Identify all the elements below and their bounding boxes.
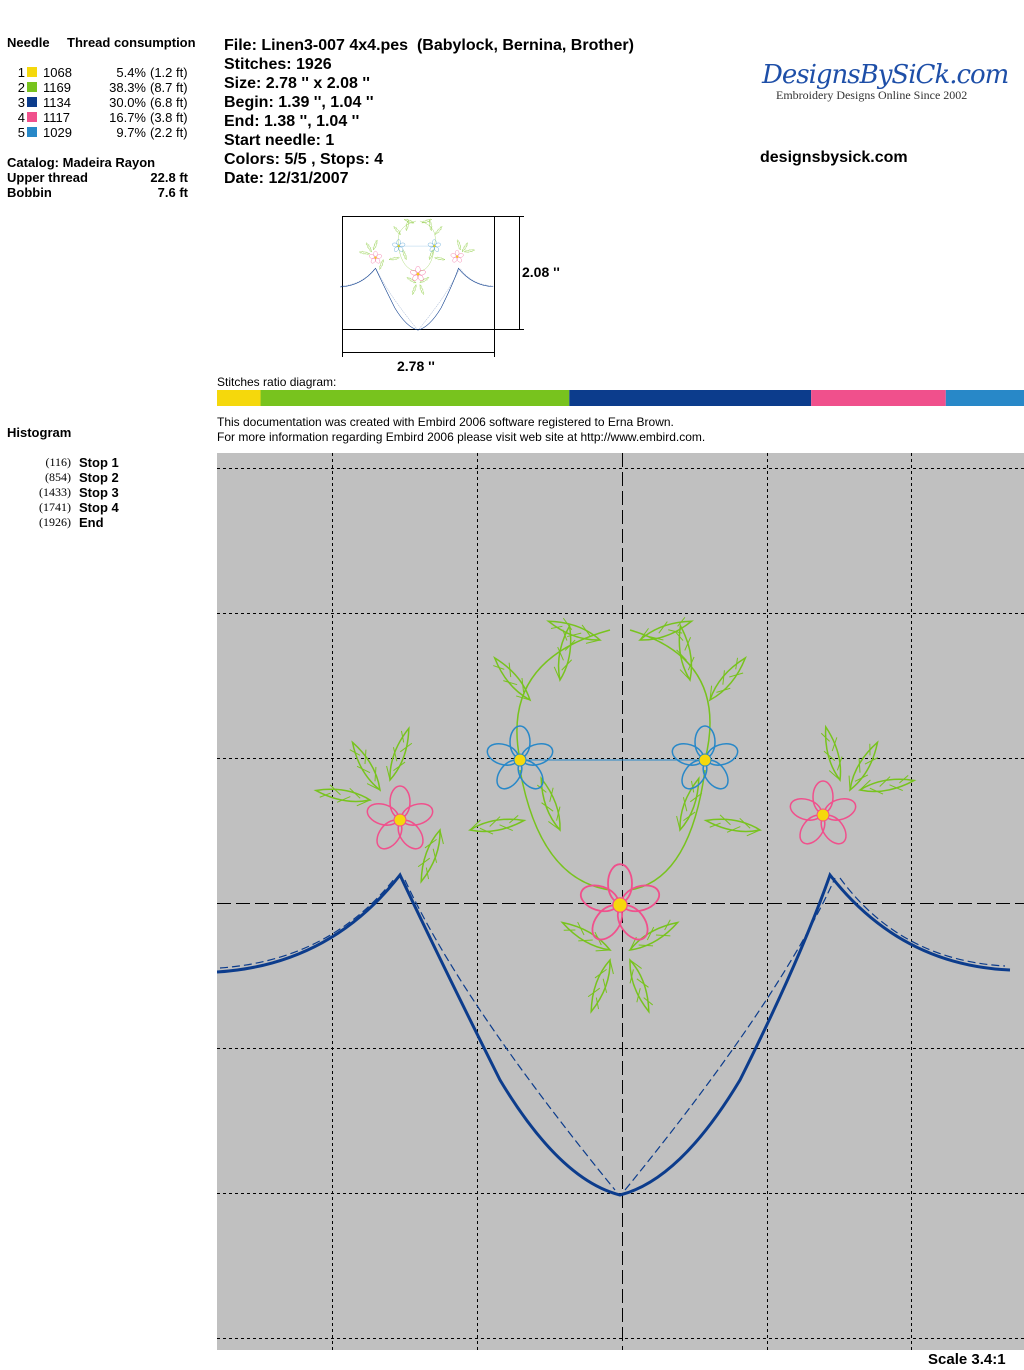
thread-percent: 9.7% — [116, 125, 146, 140]
needle-number: 4 — [17, 110, 25, 125]
info-line: File: Linen3-007 4x4.pes (Babylock, Bern… — [224, 37, 634, 54]
scale: Scale 3.4:1 — [928, 1351, 1006, 1368]
color-swatch — [27, 127, 37, 137]
logo-title: DesignsBySiCk.com — [762, 60, 1009, 90]
bobbin-value: 7.6 ft — [157, 185, 188, 200]
color-swatch — [27, 97, 37, 107]
thread-length: (3.8 ft) — [150, 110, 188, 125]
thread-code: 1134 — [43, 95, 71, 110]
upper-thread-label: Upper thread — [7, 170, 88, 185]
thread-length: (1.2 ft) — [150, 65, 188, 80]
info-line: End: 1.38 '', 1.04 '' — [224, 113, 360, 130]
stop-count: (1433) — [39, 485, 71, 499]
ratio-segment — [260, 390, 570, 406]
thread-percent: 38.3% — [109, 80, 146, 95]
note-line: For more information regarding Embird 20… — [217, 430, 706, 444]
needle-row: 3 1134 30.0% (6.8 ft) — [0, 95, 210, 110]
stop-label: End — [79, 515, 104, 530]
thread-length: (8.7 ft) — [150, 80, 188, 95]
color-swatch — [27, 67, 37, 77]
stop-count: (854) — [45, 470, 71, 484]
info-line: Colors: 5/5 , Stops: 4 — [224, 151, 384, 168]
thread-percent: 30.0% — [109, 95, 146, 110]
stop-count: (116) — [45, 455, 71, 469]
info-line: Begin: 1.39 '', 1.04 '' — [224, 94, 374, 111]
needle-number: 2 — [17, 80, 25, 95]
ratio-segment — [569, 390, 812, 406]
thread-percent: 5.4% — [116, 65, 146, 80]
color-swatch — [27, 112, 37, 122]
thread-length: (6.8 ft) — [150, 95, 188, 110]
ratio-bar — [217, 390, 1024, 406]
needle-number: 5 — [17, 125, 25, 140]
histogram-title: Histogram — [7, 425, 72, 440]
dimension-lines — [342, 216, 524, 357]
thread-code: 1169 — [43, 80, 71, 95]
stop-label: Stop 4 — [79, 500, 119, 515]
ratio-segment — [945, 390, 1024, 406]
note-line: This documentation was created with Embi… — [217, 415, 674, 429]
stop-count: (1741) — [39, 500, 71, 514]
stop-label: Stop 1 — [79, 455, 119, 470]
catalog: Catalog: Madeira Rayon — [7, 155, 156, 170]
info-line: Start needle: 1 — [224, 132, 335, 149]
ratio-title: Stitches ratio diagram: — [217, 375, 337, 389]
thread-percent: 16.7% — [109, 110, 146, 125]
consumption-header: Thread consumption — [67, 35, 196, 50]
color-swatch — [27, 82, 37, 92]
thread-code: 1117 — [43, 110, 70, 125]
file-info: File: Linen3-007 4x4.pes (Babylock, Bern… — [224, 36, 634, 188]
thumb-height: 2.08 '' — [522, 264, 560, 280]
logo-tagline: Embroidery Designs Online Since 2002 — [776, 88, 968, 102]
ratio-segment — [217, 390, 261, 406]
thread-code: 1068 — [43, 65, 72, 80]
info-line: Size: 2.78 '' x 2.08 '' — [224, 75, 370, 92]
needle-row: 2 1169 38.3% (8.7 ft) — [0, 80, 210, 95]
needle-header: Needle — [7, 35, 50, 50]
bobbin-label: Bobbin — [7, 185, 52, 200]
thread-length: (2.2 ft) — [150, 125, 188, 140]
needle-number: 3 — [17, 95, 25, 110]
needle-number: 1 — [17, 65, 25, 80]
info-line: Stitches: 1926 — [224, 56, 332, 73]
upper-thread-value: 22.8 ft — [150, 170, 188, 185]
stop-label: Stop 2 — [79, 470, 119, 485]
thread-code: 1029 — [43, 125, 72, 140]
ratio-segment — [811, 390, 946, 406]
needle-row: 1 1068 5.4% (1.2 ft) — [0, 65, 210, 80]
stop-count: (1926) — [39, 515, 71, 529]
info-line: Date: 12/31/2007 — [224, 170, 349, 187]
thumb-width: 2.78 '' — [397, 358, 435, 374]
needle-row: 5 1029 9.7% (2.2 ft) — [0, 125, 210, 140]
stop-label: Stop 3 — [79, 485, 119, 500]
needle-row: 4 1117 16.7% (3.8 ft) — [0, 110, 210, 125]
website: designsbysick.com — [760, 149, 908, 166]
